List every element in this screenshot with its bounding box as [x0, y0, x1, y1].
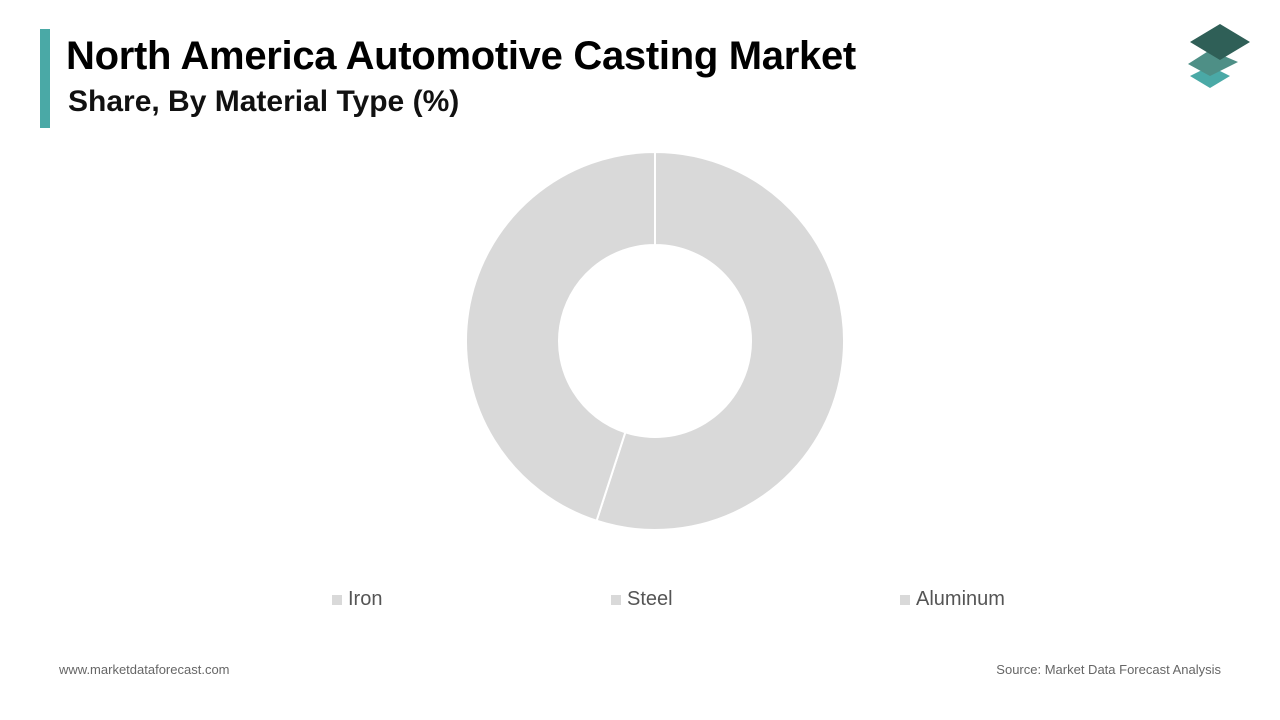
logo-layer-middle [1188, 50, 1238, 76]
layers-icon [1188, 24, 1250, 88]
title-accent-bar [40, 29, 50, 128]
logo-layer-bottom [1190, 66, 1230, 88]
legend-item-aluminum: Aluminum [900, 588, 1005, 611]
source-note: Source: Market Data Forecast Analysis [996, 662, 1221, 677]
legend-swatch-iron [332, 594, 342, 605]
legend-item-iron: Iron [332, 588, 382, 611]
legend-label-iron: Iron [348, 588, 383, 610]
donut-chart [465, 150, 845, 531]
chart-title: North America Automotive Casting Market [66, 34, 856, 78]
chart-legend: Iron Steel Aluminum [0, 588, 1280, 616]
legend-item-steel: Steel [611, 588, 673, 611]
legend-label-steel: Steel [627, 588, 673, 610]
legend-swatch-aluminum [900, 594, 910, 605]
legend-swatch-steel [611, 594, 621, 605]
legend-label-aluminum: Aluminum [916, 588, 1005, 610]
donut-slice-iron [595, 150, 845, 531]
logo-layer-top [1190, 24, 1250, 60]
chart-subtitle: Share, By Material Type (%) [68, 85, 460, 118]
donut-slice-steel [465, 150, 656, 523]
website-url: www.marketdataforecast.com [59, 662, 230, 677]
